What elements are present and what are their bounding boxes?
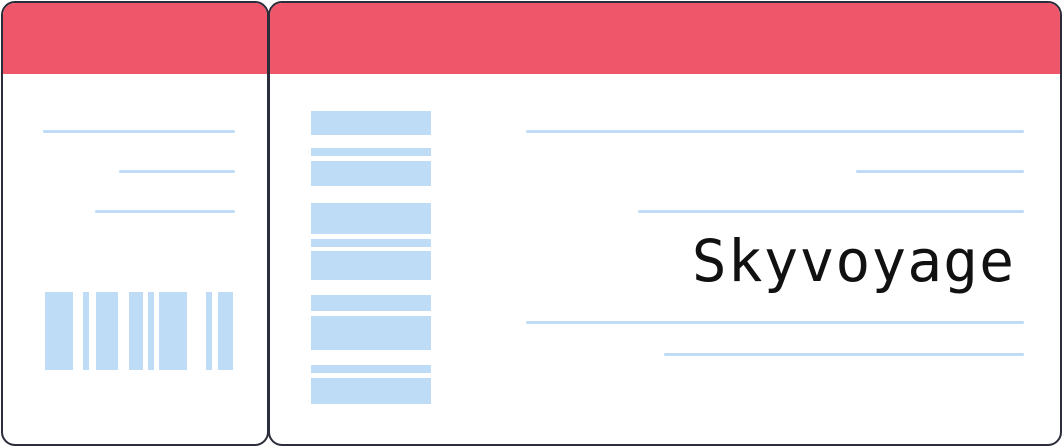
barcode-bar	[159, 292, 187, 370]
ticket-header	[270, 3, 1060, 74]
ticket-text-line	[638, 210, 1024, 213]
stub-text-line	[95, 210, 235, 213]
barcode-bar	[83, 292, 89, 370]
ticket-text-line	[856, 170, 1024, 173]
barcode-bar	[311, 251, 431, 280]
stub-text-line	[43, 130, 235, 133]
ticket-text-line	[526, 130, 1024, 133]
barcode-bar	[311, 378, 431, 404]
barcode-bar	[206, 292, 212, 370]
barcode-bar	[218, 292, 233, 370]
ticket-main: Skyvoyage	[268, 1, 1062, 446]
barcode-bar	[311, 295, 431, 311]
barcode-bar	[311, 203, 431, 234]
ticket-text-line	[664, 353, 1024, 356]
stub-text-line	[119, 170, 235, 173]
barcode-bar	[129, 292, 143, 370]
barcode-bar	[148, 292, 154, 370]
ticket-stub	[1, 1, 269, 446]
barcode-bar	[311, 161, 431, 186]
barcode-bar	[45, 292, 73, 370]
barcode-bar	[311, 239, 431, 247]
stub-header	[3, 3, 267, 74]
barcode-bar	[311, 365, 431, 373]
barcode-bar	[311, 316, 431, 350]
barcode-bar	[311, 148, 431, 156]
ticket-text-line	[526, 321, 1024, 324]
barcode-bar	[311, 111, 431, 135]
barcode-bar	[96, 292, 118, 370]
brand-name: Skyvoyage	[691, 227, 1015, 295]
